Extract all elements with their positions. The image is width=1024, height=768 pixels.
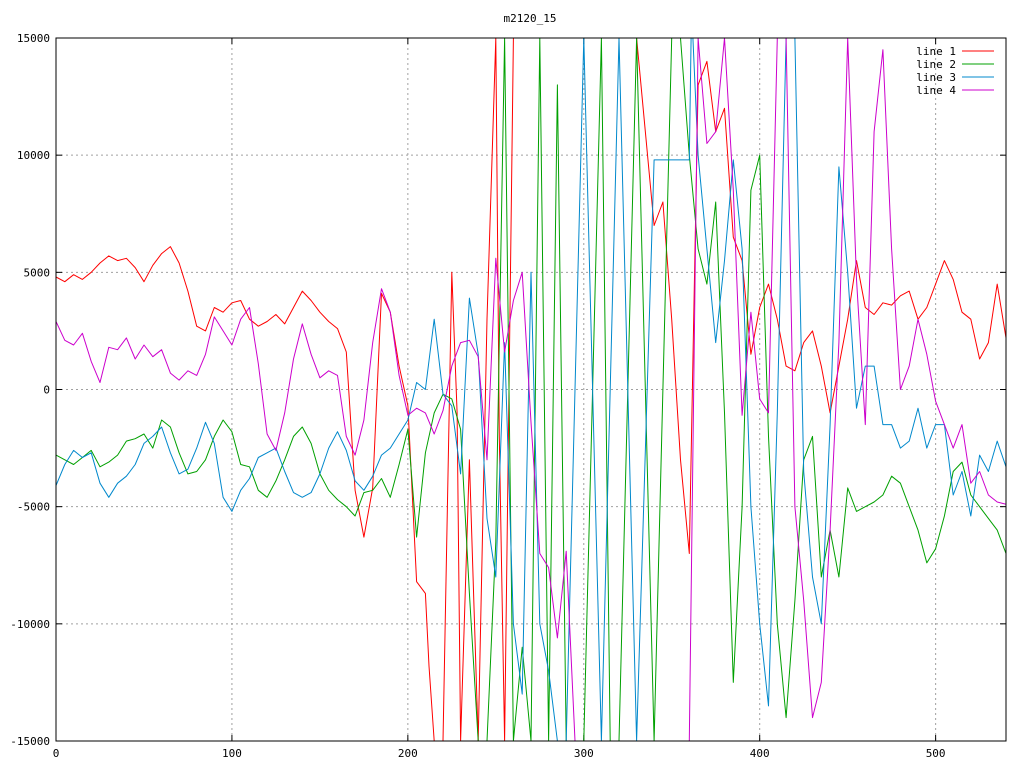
y-tick-label: -15000: [10, 735, 50, 748]
x-axis-ticks: 0 100 200 300 400 500: [53, 38, 946, 760]
y-tick-label: 0: [43, 384, 50, 397]
chart-title: m2120_15: [504, 12, 557, 25]
x-tick-label: 0: [53, 747, 60, 760]
series-line-3: [56, 38, 1006, 741]
series-line-1: [56, 38, 1006, 741]
y-tick-label: 5000: [24, 266, 51, 279]
series-layer: [56, 38, 1006, 741]
y-tick-label: 15000: [17, 32, 50, 45]
y-tick-label: -5000: [17, 501, 50, 514]
x-tick-label: 400: [750, 747, 770, 760]
series-line-4: [56, 38, 1006, 741]
y-axis-ticks: -15000 -10000 -5000 0 5000 10000 15000: [10, 32, 1006, 748]
x-tick-label: 100: [222, 747, 242, 760]
plot-frame: [55, 37, 1007, 742]
legend-label: line 2: [916, 58, 956, 71]
x-tick-label: 300: [574, 747, 594, 760]
y-tick-label: 10000: [17, 149, 50, 162]
series-line-2: [56, 38, 1006, 741]
legend-label: line 4: [916, 84, 956, 97]
legend-label: line 1: [916, 45, 956, 58]
y-tick-label: -10000: [10, 618, 50, 631]
x-tick-label: 500: [926, 747, 946, 760]
x-tick-label: 200: [398, 747, 418, 760]
legend-label: line 3: [916, 71, 956, 84]
